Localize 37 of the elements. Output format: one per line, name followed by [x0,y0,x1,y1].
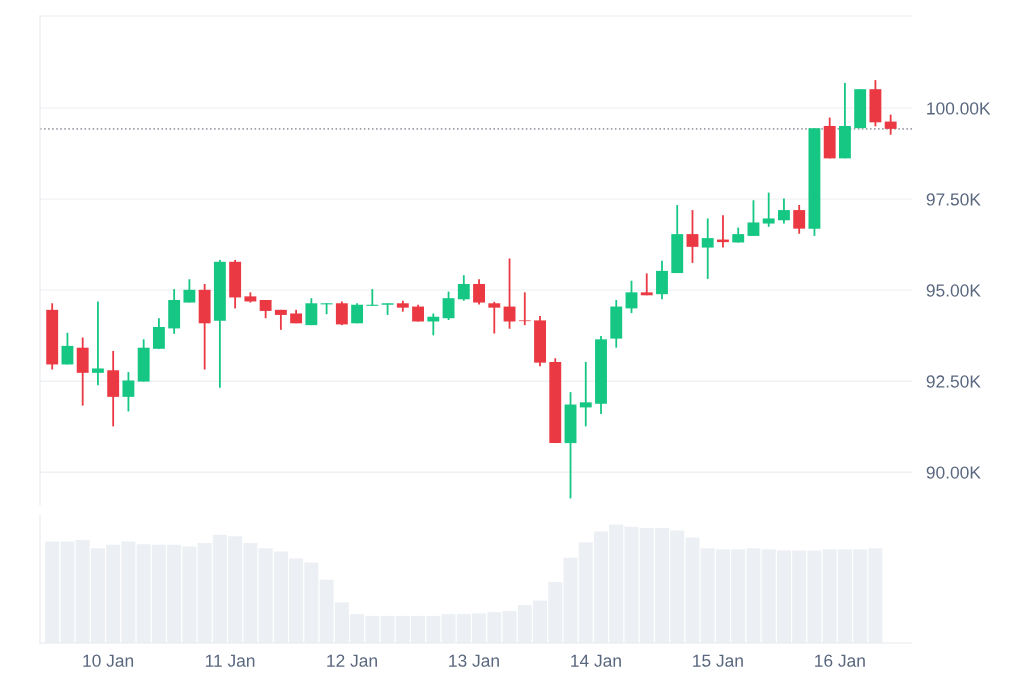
candlestick [366,288,379,307]
y-tick-label: 100.00K [927,102,991,115]
candlestick [762,191,775,228]
candlestick [320,302,333,316]
candlestick [152,317,165,350]
candlestick [884,113,897,136]
candlestick [488,300,501,335]
x-tick-label: 12 Jan [327,654,377,667]
candlestick [686,209,699,264]
candlestick [625,279,638,315]
candlestick [457,274,470,302]
candlestick [701,217,714,280]
candlestick [473,278,485,306]
x-tick-label: 15 Jan [693,654,743,667]
y-tick-label: 92.50K [926,375,981,388]
candlestick [518,291,531,327]
x-tick-label: 14 Jan [571,654,621,667]
x-tick-label: 13 Jan [449,654,499,667]
candlestick [183,278,196,304]
x-tick-label: 16 Jan [815,654,865,667]
candlestick [305,297,318,327]
candlestick [335,300,348,327]
candlestick [656,259,668,301]
x-tick-label: 10 Jan [83,654,134,667]
candlestick [747,199,760,237]
candlestick [778,197,790,225]
candlestick [442,290,455,321]
x-tick-label: 11 Jan [205,654,255,667]
candlestick [259,299,272,320]
y-tick-label: 97.50K [926,193,981,206]
y-tick-label: 90.00K [926,466,981,479]
candlestick [579,360,592,428]
candlestick [122,371,135,413]
candlestick [793,204,806,235]
y-tick-label: 95.00K [926,284,981,297]
candlestick [91,300,104,387]
candlestick [61,331,74,366]
